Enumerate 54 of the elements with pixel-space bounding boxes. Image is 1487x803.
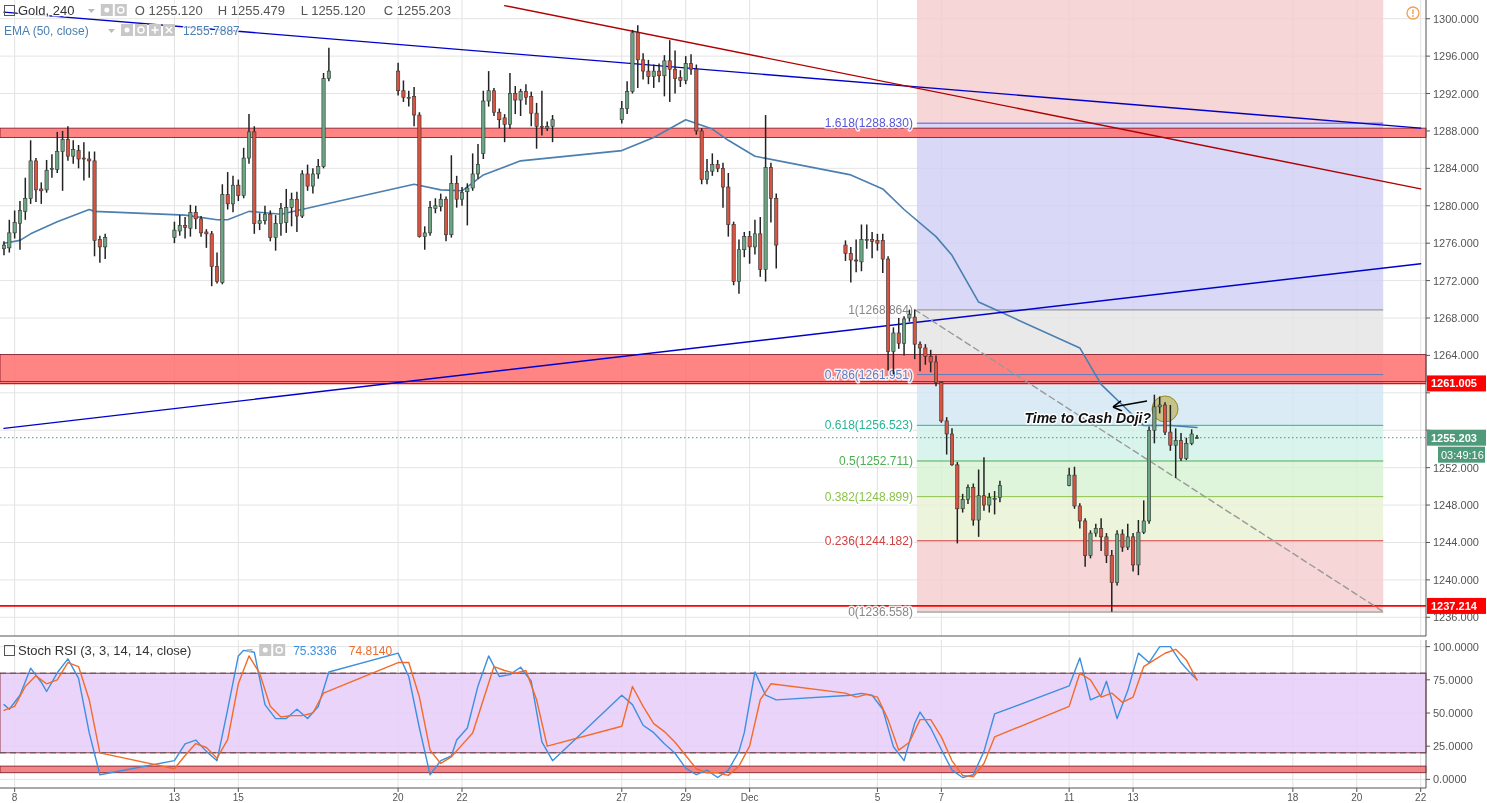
x-tick-label: 13 — [168, 792, 181, 803]
x-tick-label: 22 — [456, 792, 469, 803]
y-tick-label: 1240.000 — [1433, 573, 1479, 586]
y-tick-label: 1272.000 — [1433, 274, 1479, 287]
y-tick-label: 1236.000 — [1433, 611, 1479, 624]
ref-line-label: 0.382(1248.899) — [824, 489, 913, 504]
x-tick-label: 7 — [938, 792, 945, 803]
ref-line-label: 0.236(1244.182) — [824, 533, 913, 548]
x-tick-label: 29 — [680, 792, 692, 803]
y-tick-label: 1296.000 — [1433, 50, 1479, 63]
y-tick-label: 1288.000 — [1433, 124, 1479, 137]
legend-label: 75.3336 — [293, 644, 337, 658]
y-tick-label: 1268.000 — [1433, 312, 1479, 324]
x-tick-label: 18 — [1287, 792, 1299, 803]
x-tick-label: 8 — [11, 792, 18, 803]
ref-line-label: 0.618(1256.523) — [824, 418, 913, 433]
y-tick-label: 100.0000 — [1433, 640, 1479, 653]
x-tick-label: 11 — [1063, 792, 1075, 803]
y-tick-label: 25.0000 — [1433, 740, 1473, 753]
annotation: C 1255.203 — [383, 3, 452, 18]
y-tick-label: 1264.000 — [1433, 349, 1479, 362]
x-tick-label: 22 — [1415, 792, 1427, 803]
annotation: O 1255.120 — [134, 3, 203, 18]
y-tick-label: 1280.000 — [1433, 199, 1479, 212]
y-tick-label: 50.0000 — [1433, 707, 1473, 719]
annotation: L 1255.120 — [300, 3, 366, 18]
y-tick-label: 1244.000 — [1433, 536, 1479, 549]
y-tick-label: 75.0000 — [1433, 673, 1473, 686]
ref-line-label: 1261.005 — [1431, 377, 1477, 390]
y-tick-label: 1276.000 — [1433, 237, 1479, 250]
x-tick-label: 20 — [392, 792, 405, 803]
chart-title: Stoch RSI (3, 3, 14, 14, close) — [18, 643, 192, 658]
y-tick-label: 1300.000 — [1433, 12, 1479, 25]
ref-line-label: 1255.203 — [1431, 431, 1477, 444]
x-tick-label: Dec — [740, 792, 759, 803]
x-tick-label: 15 — [232, 792, 245, 803]
y-tick-label: 1248.000 — [1433, 499, 1479, 512]
x-tick-label: 27 — [616, 792, 628, 803]
text: EMA (50, close) — [4, 24, 89, 38]
x-tick-label: 5 — [874, 792, 881, 803]
y-tick-label: 1284.000 — [1433, 162, 1479, 175]
y-tick-label: 0.0000 — [1433, 773, 1467, 786]
x-tick-label: 13 — [1127, 792, 1140, 803]
ref-line-label: 1.618(1288.830) — [824, 116, 913, 131]
ref-line-label: 0.5(1252.711) — [839, 454, 913, 468]
ref-line-label: 1237.214 — [1431, 599, 1478, 612]
x-tick-label: 20 — [1351, 792, 1363, 803]
y-tick-label: 1292.000 — [1433, 87, 1479, 100]
series-label: 74.8140 — [348, 644, 393, 658]
ref-line-label: 0.786(1261.951) — [824, 367, 913, 382]
annotation: H 1255.479 — [217, 3, 286, 18]
text: 03:49:16 — [1441, 448, 1484, 461]
ref-line-label: 0(1236.558) — [848, 605, 913, 620]
y-tick-label: 1252.000 — [1433, 461, 1479, 474]
